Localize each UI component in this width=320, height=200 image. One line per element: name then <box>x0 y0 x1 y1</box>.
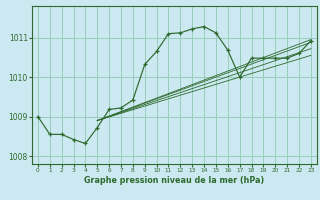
X-axis label: Graphe pression niveau de la mer (hPa): Graphe pression niveau de la mer (hPa) <box>84 176 265 185</box>
